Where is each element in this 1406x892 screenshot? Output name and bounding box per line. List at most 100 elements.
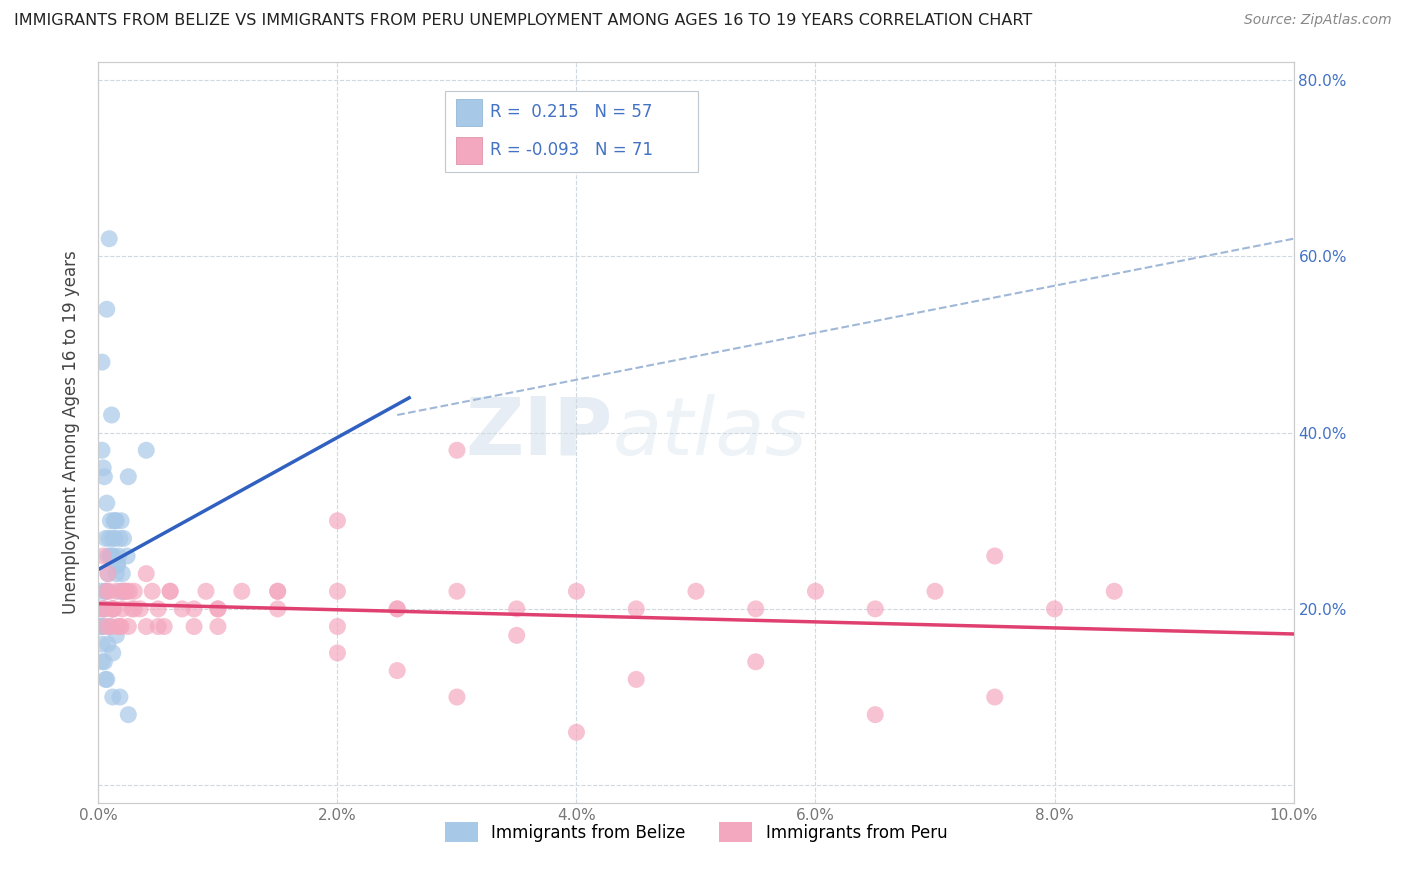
Point: [506, 602, 529, 616]
Point: [148, 619, 170, 633]
Point: [98, 619, 122, 633]
Point: [141, 584, 163, 599]
Point: [1043, 602, 1066, 616]
Point: [924, 584, 946, 599]
Point: [94, 532, 117, 546]
Point: [98, 619, 122, 633]
Point: [103, 549, 125, 563]
Point: [195, 584, 218, 599]
Point: [865, 602, 887, 616]
Point: [94, 584, 117, 599]
Point: [115, 549, 138, 563]
Point: [96, 584, 118, 599]
Point: [93, 602, 115, 616]
Point: [97, 637, 120, 651]
Point: [207, 602, 229, 616]
Point: [183, 619, 205, 633]
Point: [101, 602, 124, 616]
Bar: [456, 136, 482, 164]
Point: [267, 602, 290, 616]
Point: [117, 619, 139, 633]
Point: [267, 584, 290, 599]
Point: [98, 532, 121, 546]
Point: [98, 584, 121, 599]
Point: [626, 602, 648, 616]
Point: [172, 602, 194, 616]
Text: IMMIGRANTS FROM BELIZE VS IMMIGRANTS FROM PERU UNEMPLOYMENT AMONG AGES 16 TO 19 : IMMIGRANTS FROM BELIZE VS IMMIGRANTS FRO…: [14, 13, 1032, 29]
Point: [108, 619, 131, 633]
Point: [114, 584, 136, 599]
Point: [1104, 584, 1126, 599]
Point: [129, 602, 152, 616]
Point: [135, 619, 157, 633]
Point: [326, 584, 349, 599]
Point: [108, 584, 131, 599]
Text: R =  0.215   N = 57: R = 0.215 N = 57: [489, 103, 652, 121]
Point: [111, 602, 134, 616]
Legend: Immigrants from Belize, Immigrants from Peru: Immigrants from Belize, Immigrants from …: [436, 814, 956, 850]
Point: [385, 602, 409, 616]
Y-axis label: Unemployment Among Ages 16 to 19 years: Unemployment Among Ages 16 to 19 years: [62, 251, 80, 615]
Point: [326, 619, 349, 633]
Point: [96, 302, 118, 317]
Point: [159, 584, 181, 599]
Point: [110, 619, 132, 633]
Point: [107, 558, 129, 572]
Point: [104, 514, 127, 528]
Point: [153, 619, 176, 633]
Point: [506, 628, 529, 642]
Point: [101, 646, 124, 660]
Point: [91, 602, 114, 616]
Point: [111, 584, 134, 599]
Point: [91, 443, 114, 458]
Point: [124, 584, 146, 599]
Text: ZIP: ZIP: [465, 393, 613, 472]
Point: [111, 566, 134, 581]
Point: [115, 584, 138, 599]
Point: [101, 532, 124, 546]
Point: [112, 532, 135, 546]
Point: [90, 619, 112, 633]
Point: [105, 514, 128, 528]
Point: [94, 673, 117, 687]
Point: [135, 443, 157, 458]
Point: [110, 514, 132, 528]
Point: [103, 602, 125, 616]
Point: [96, 496, 118, 510]
Point: [107, 619, 129, 633]
Point: [114, 584, 136, 599]
Point: [94, 619, 117, 633]
Point: [565, 584, 588, 599]
Point: [111, 584, 134, 599]
Point: [91, 619, 114, 633]
Point: [231, 584, 253, 599]
Point: [385, 602, 409, 616]
Point: [121, 602, 143, 616]
Point: [93, 655, 115, 669]
Point: [101, 602, 124, 616]
Point: [984, 549, 1007, 563]
Point: [100, 602, 122, 616]
Point: [91, 461, 114, 475]
Point: [96, 673, 118, 687]
Point: [97, 566, 120, 581]
Point: [804, 584, 827, 599]
Point: [326, 646, 349, 660]
Text: atlas: atlas: [613, 393, 807, 472]
Point: [91, 602, 114, 616]
Point: [326, 514, 349, 528]
Point: [865, 707, 887, 722]
Point: [446, 584, 468, 599]
Point: [118, 584, 141, 599]
Point: [108, 690, 131, 704]
Text: R = -0.093   N = 71: R = -0.093 N = 71: [489, 141, 652, 159]
Point: [183, 602, 205, 616]
Point: [207, 619, 229, 633]
Point: [93, 602, 115, 616]
Point: [97, 566, 120, 581]
FancyBboxPatch shape: [446, 91, 697, 172]
Point: [107, 558, 129, 572]
Point: [117, 707, 139, 722]
Point: [565, 725, 588, 739]
Point: [89, 619, 111, 633]
